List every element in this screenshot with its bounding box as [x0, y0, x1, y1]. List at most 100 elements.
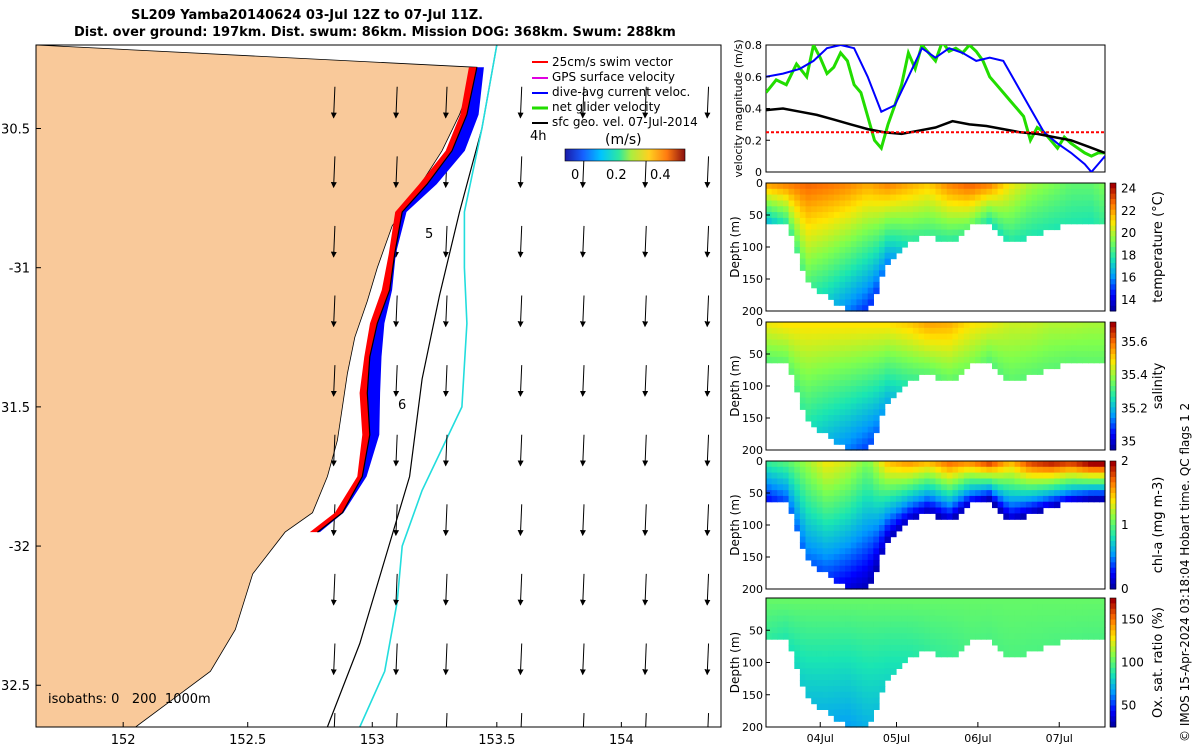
colorbar-tick: 150	[1121, 613, 1144, 627]
velocity-line	[766, 45, 1105, 172]
colorbar-oxygen	[1109, 597, 1117, 728]
geo-vector	[330, 643, 337, 676]
geo-vector	[579, 365, 586, 397]
velocity-series	[766, 45, 1105, 172]
geo-vector	[642, 504, 649, 537]
depth-ylabel: Depth (m)	[730, 355, 742, 416]
geo-vector	[330, 295, 337, 328]
velocity-y-tick: 0	[755, 166, 762, 179]
map-x-tick-label: 153.5	[478, 733, 515, 748]
colorbar-tick: 35.2	[1121, 401, 1148, 415]
colorbar-label: salinity	[1151, 362, 1166, 409]
colorbar-tick: 35	[1121, 435, 1136, 449]
map-y-tick-label: 32.5	[1, 679, 30, 694]
colorbar-tick-2: 0.4	[650, 168, 671, 183]
geo-vector	[520, 713, 523, 727]
heatmap-temperature	[766, 183, 1106, 312]
map-colorbar: (m/s) 0 0.2 0.4	[564, 132, 686, 183]
geo-vector	[442, 434, 449, 467]
geo-vector	[704, 573, 711, 606]
geo-vector	[517, 86, 524, 119]
geo-vector	[442, 86, 449, 119]
geo-vector	[704, 643, 711, 676]
isobaths-label: isobaths: 0 200 1000m	[48, 692, 211, 707]
geo-vector	[445, 713, 448, 727]
velocity-y-tick: 0.8	[745, 39, 763, 52]
legend-gps: GPS surface velocity	[552, 70, 675, 84]
geo-vector	[642, 225, 649, 258]
velocity-line	[766, 45, 1105, 158]
geo-vector	[579, 573, 586, 606]
geo-vector	[579, 504, 586, 537]
colorbar-tick: 50	[1121, 699, 1136, 713]
land	[36, 45, 478, 727]
geo-vector	[393, 86, 400, 119]
colorbar-tick: 0	[1121, 582, 1129, 596]
figure-title-line1: SL209 Yamba20140624 03-Jul 12Z to 07-Jul…	[131, 8, 484, 23]
glider-track	[309, 67, 484, 533]
colorbar-temperature	[1109, 182, 1117, 312]
heatmap-salinity	[766, 322, 1106, 451]
depth-tick: 100	[742, 380, 763, 393]
depth-tick: 50	[749, 487, 763, 500]
geo-vector	[579, 156, 586, 189]
depth-tick: 50	[749, 624, 763, 637]
velocity-ylabel: velocity magnitude (m/s)	[732, 39, 745, 177]
geo-vector	[704, 504, 711, 537]
geo-vector	[517, 434, 524, 467]
geo-vector	[704, 156, 711, 189]
geo-vector	[330, 573, 337, 606]
colorbar-tick: 100	[1121, 656, 1144, 670]
map-x-tick-label: 153	[360, 733, 385, 748]
geo-vector	[517, 504, 524, 537]
depth-tick: 200	[742, 583, 763, 596]
colorbar-tick: 1	[1121, 518, 1129, 532]
colorbar-label: Ox. sat. ratio (%)	[1151, 607, 1166, 718]
geo-vector	[517, 225, 524, 258]
geo-vector	[393, 434, 400, 467]
geo-vector	[442, 365, 449, 397]
geo-vector	[642, 434, 649, 467]
depth-tick: 200	[742, 721, 763, 734]
depth-tick: 100	[742, 657, 763, 670]
velocity-y-tick: 0.4	[745, 103, 763, 116]
geo-vector	[704, 86, 711, 119]
isobath-200m	[326, 45, 498, 727]
geo-vector	[579, 86, 586, 119]
date-tick-label: 07Jul	[1046, 732, 1073, 745]
map-legend: 25cm/s swim vector GPS surface velocity …	[532, 55, 698, 129]
geo-vector	[517, 365, 524, 397]
geo-vector	[642, 86, 649, 119]
colorbar-tick-1: 0.2	[606, 168, 627, 183]
geo-vector	[517, 573, 524, 606]
geo-vector	[642, 573, 649, 606]
geo-vector	[704, 225, 711, 258]
depth-tick: 150	[742, 412, 763, 425]
geo-vector	[517, 156, 524, 189]
map-x-tick-label: 152.5	[229, 733, 266, 748]
colorbar-label: chl-a (mg m-3)	[1151, 477, 1166, 574]
depth-tick: 50	[749, 209, 763, 222]
colorbar-tick: 35.4	[1121, 368, 1148, 382]
geo-vector	[330, 225, 337, 258]
legend-net: net glider velocity	[552, 100, 660, 114]
depth-tick: 50	[749, 348, 763, 361]
depth-ylabel: Depth (m)	[730, 494, 742, 555]
geo-vector	[330, 156, 337, 189]
date-tick-label: 04Jul	[807, 732, 834, 745]
map-y-tick-label: -32	[9, 540, 30, 555]
geo-vector	[442, 573, 449, 606]
geo-vector	[442, 225, 449, 258]
geo-vector	[642, 295, 649, 328]
geo-vector	[579, 643, 586, 676]
map-y-tick-label: -31	[9, 262, 30, 277]
footer-credit: © IMOS 15-Apr-2024 03:18:04 Hobart time.…	[1178, 402, 1192, 742]
depth-tick: 200	[742, 305, 763, 318]
colorbar-tick: 22	[1121, 204, 1136, 218]
depth-tick: 0	[756, 455, 763, 468]
colorbar-tick: 24	[1121, 182, 1136, 196]
date-tick-label: 06Jul	[964, 732, 991, 745]
annotation-6: 6	[398, 398, 406, 413]
annotation-4h: 4h	[530, 129, 547, 144]
